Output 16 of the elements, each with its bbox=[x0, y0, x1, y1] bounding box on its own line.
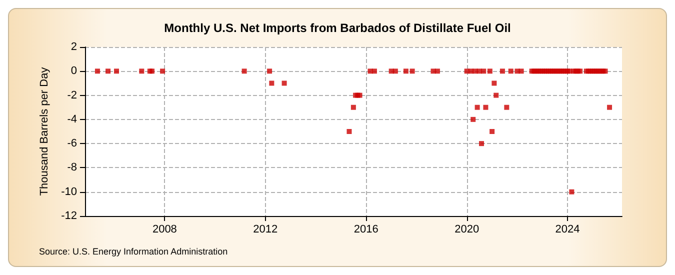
y-tick-label: -8 bbox=[67, 162, 77, 174]
y-tick-label: 2 bbox=[70, 41, 77, 53]
chart-title: Monthly U.S. Net Imports from Barbados of Distillate Fuel Oil bbox=[164, 21, 511, 35]
y-tick-label: 0 bbox=[70, 65, 77, 78]
y-tick-label: -2 bbox=[67, 89, 77, 102]
y-tick-label: -6 bbox=[67, 138, 77, 150]
x-tick-label: 2008 bbox=[152, 224, 177, 236]
x-tick-label: 2020 bbox=[454, 224, 480, 236]
x-tick-label: 2012 bbox=[253, 224, 278, 236]
y-tick-label: -10 bbox=[61, 186, 77, 198]
y-tick-label: -4 bbox=[67, 113, 77, 126]
x-tick-label: 2016 bbox=[354, 224, 378, 236]
y-tick-label: -12 bbox=[61, 210, 77, 222]
x-tick-label: 2024 bbox=[555, 224, 580, 236]
y-axis-title: Thousand Barrels per Day bbox=[38, 66, 51, 196]
source-note: Source: U.S. Energy Information Administration bbox=[39, 246, 228, 256]
